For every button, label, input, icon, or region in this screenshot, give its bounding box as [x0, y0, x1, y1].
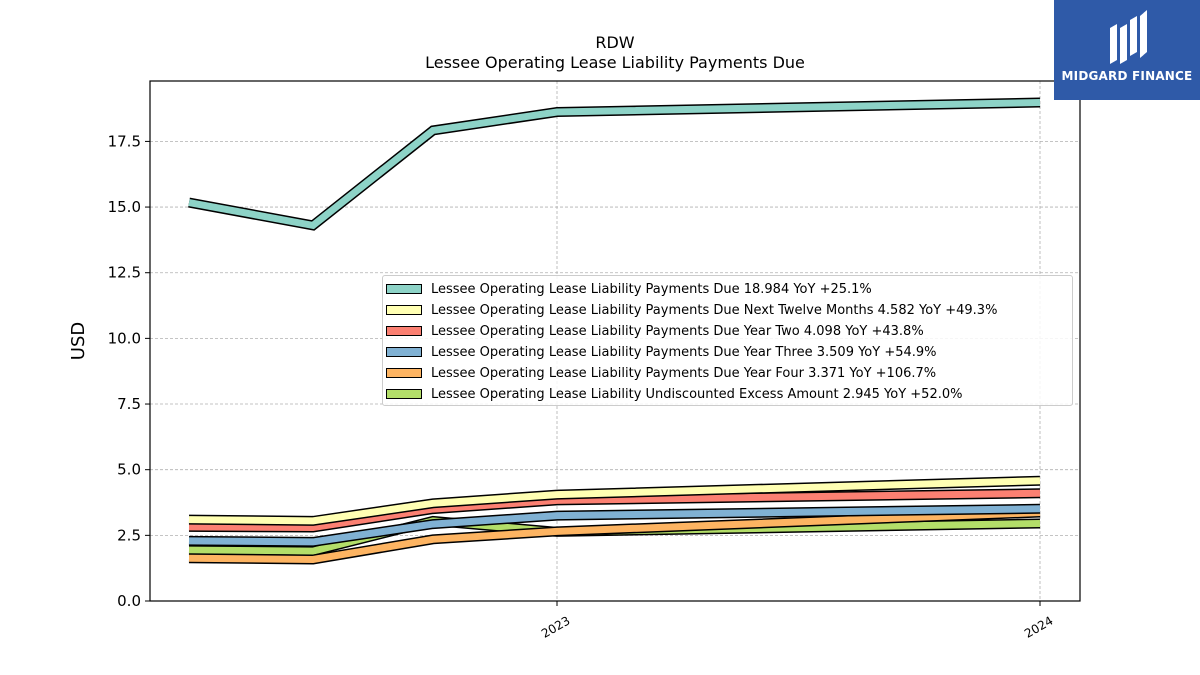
y-tick-label: 0.0: [117, 592, 141, 610]
chart-legend: Lessee Operating Lease Liability Payment…: [382, 275, 1073, 406]
series-line: [188, 509, 1041, 564]
legend-label: Lessee Operating Lease Liability Payment…: [431, 344, 937, 360]
series-line: [188, 505, 1041, 546]
legend-swatch: [386, 347, 422, 357]
y-tick-label: 17.5: [108, 132, 141, 150]
legend-item: Lessee Operating Lease Liability Payment…: [383, 342, 937, 362]
series-line: [188, 477, 1041, 525]
chart-title: RDW: [595, 33, 635, 52]
legend-item: Lessee Operating Lease Liability Payment…: [383, 279, 872, 299]
plot-frame: [149, 80, 1081, 602]
legend-swatch: [386, 305, 422, 315]
legend-label: Lessee Operating Lease Liability Payment…: [431, 302, 998, 318]
logo-mark-icon: [1110, 10, 1147, 64]
y-tick-label: 12.5: [108, 264, 141, 282]
legend-swatch: [386, 284, 422, 294]
legend-label: Lessee Operating Lease Liability Payment…: [431, 281, 872, 297]
series-line: [188, 99, 1041, 230]
legend-swatch: [386, 368, 422, 378]
legend-item: Lessee Operating Lease Liability Undisco…: [383, 384, 962, 404]
y-tick-label: 15.0: [108, 198, 141, 216]
x-tick-label: 2023: [539, 613, 572, 640]
y-tick-label: 2.5: [117, 526, 141, 544]
y-tick-label: 7.5: [117, 395, 141, 413]
series-lines: [188, 97, 1041, 565]
x-tick-label: 2024: [1022, 613, 1055, 640]
y-axis-label: USD: [68, 322, 89, 360]
legend-label: Lessee Operating Lease Liability Payment…: [431, 323, 924, 339]
legend-label: Lessee Operating Lease Liability Undisco…: [431, 386, 963, 402]
logo-text: MIDGARD FINANCE: [1061, 69, 1193, 83]
y-tick-label: 10.0: [108, 329, 141, 347]
y-tick-label: 5.0: [117, 461, 141, 479]
legend-label: Lessee Operating Lease Liability Payment…: [431, 365, 937, 381]
chart-subtitle: Lessee Operating Lease Liability Payment…: [425, 53, 805, 72]
legend-item: Lessee Operating Lease Liability Payment…: [383, 363, 936, 383]
legend-swatch: [386, 326, 422, 336]
series-line: [188, 489, 1041, 532]
legend-item: Lessee Operating Lease Liability Payment…: [383, 300, 997, 320]
legend-swatch: [386, 389, 422, 399]
brand-logo: MIDGARD FINANCE: [1054, 0, 1200, 100]
legend-item: Lessee Operating Lease Liability Payment…: [383, 321, 924, 341]
